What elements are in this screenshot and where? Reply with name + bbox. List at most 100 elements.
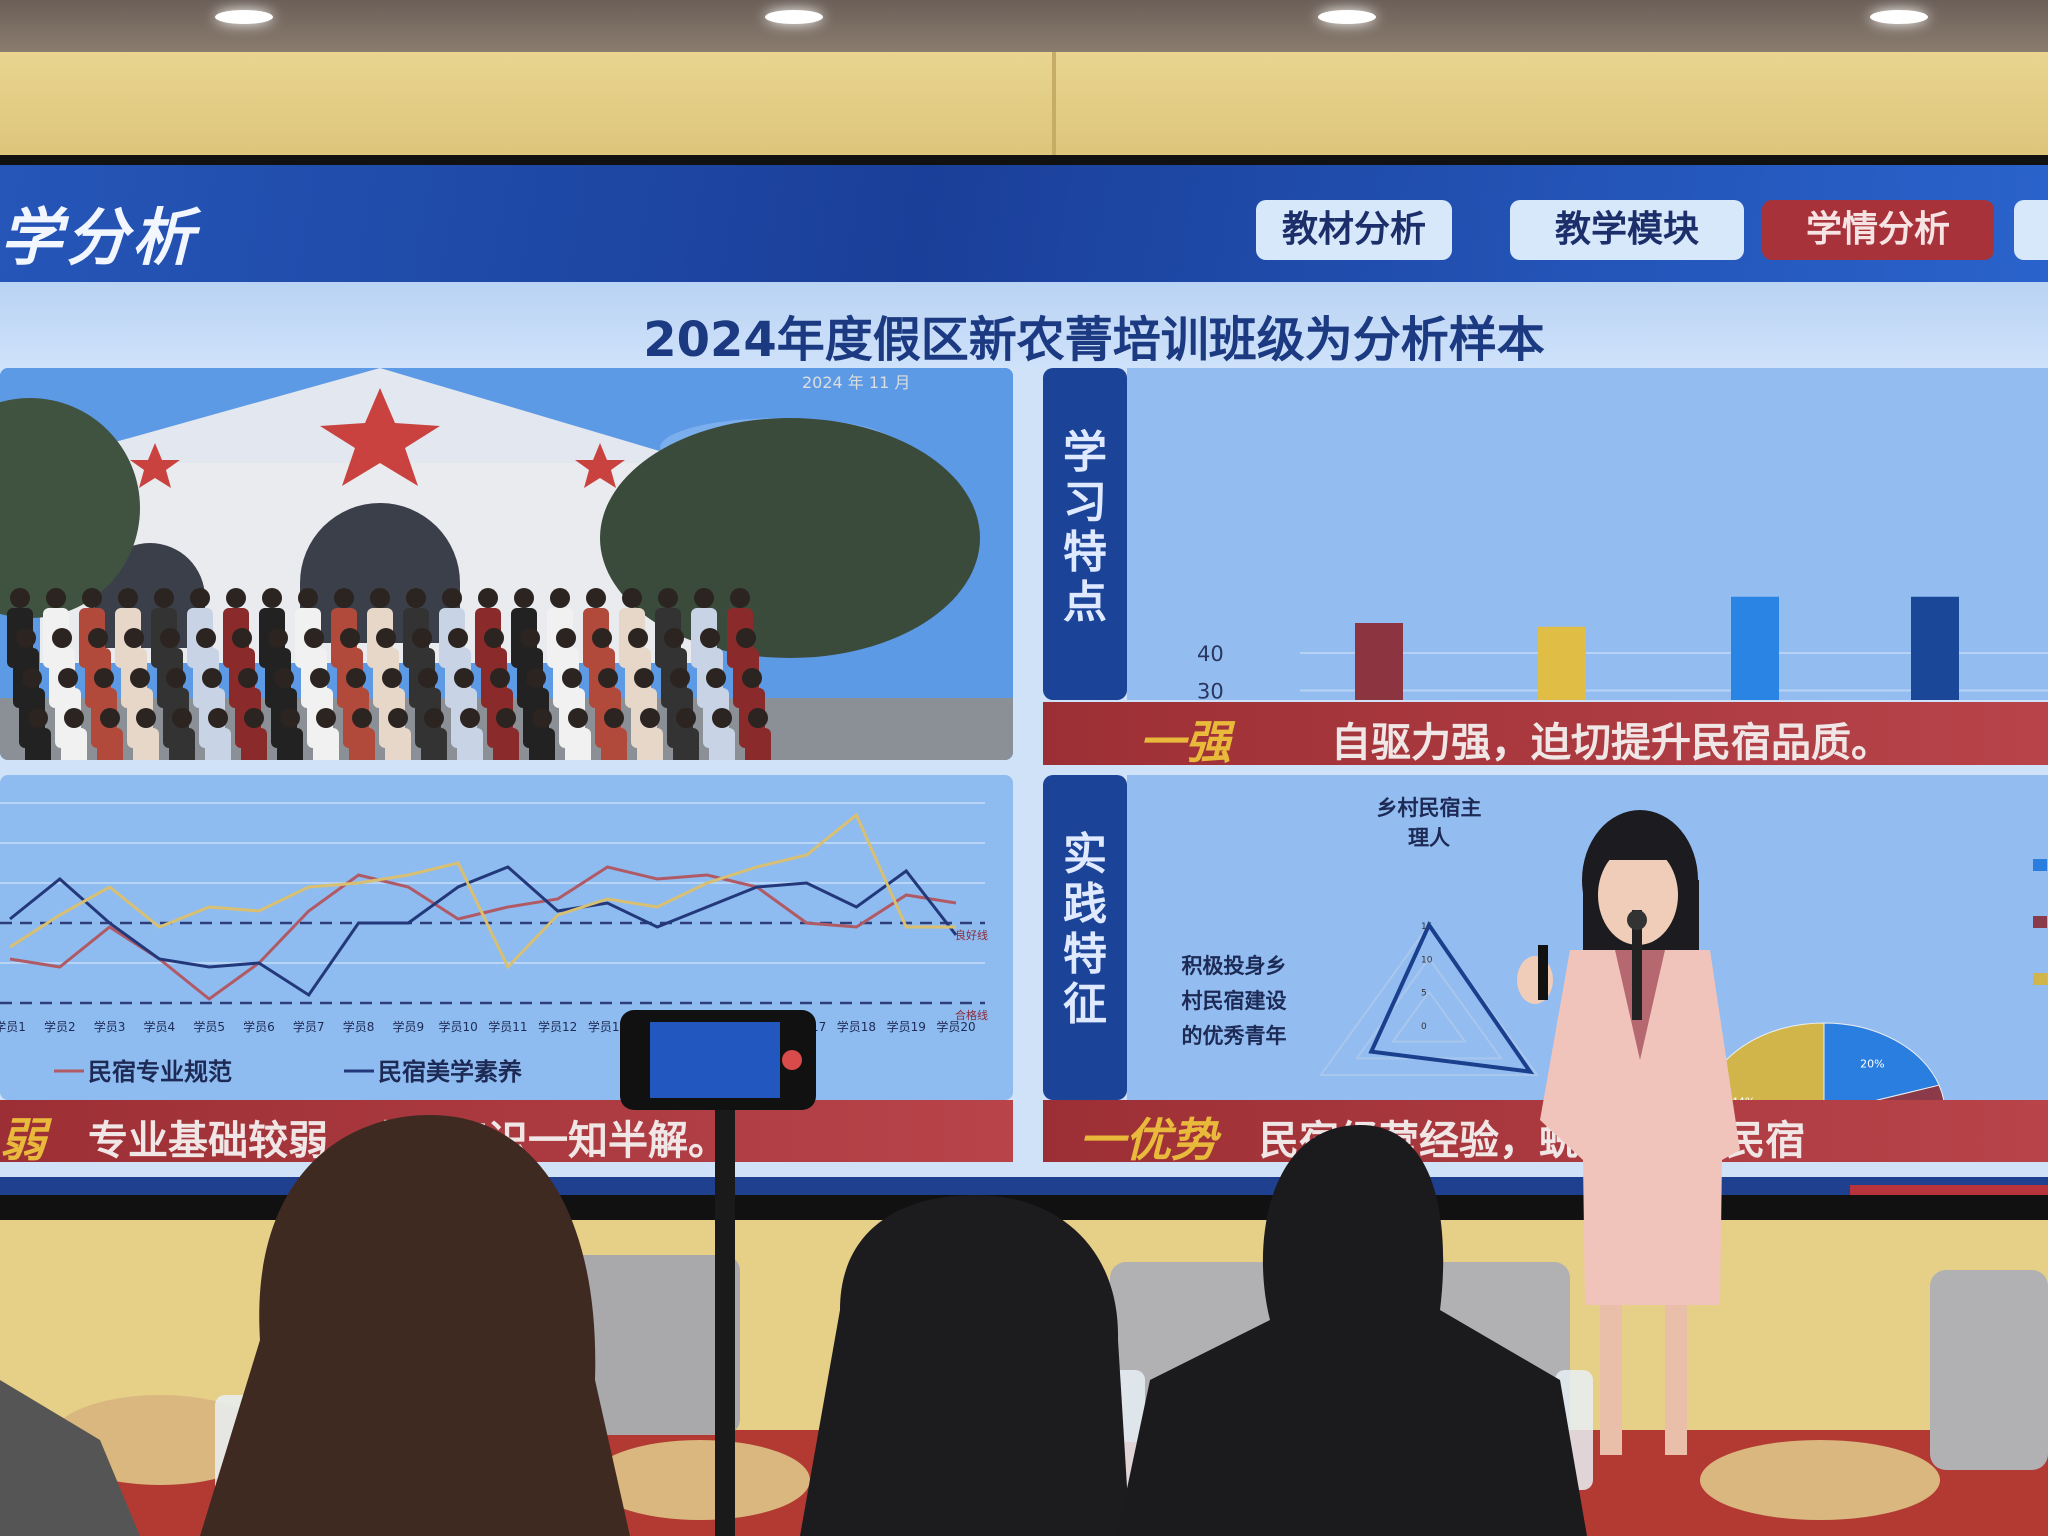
person-in-photo (385, 728, 411, 760)
person-head (460, 708, 480, 728)
pie-slice (1875, 1084, 1945, 1100)
legend-label: 民宿美学素养 (378, 1058, 522, 1086)
person-head (730, 588, 750, 608)
x-tick-label: 学员12 (538, 1019, 577, 1034)
x-tick-label: 学员9 (392, 1019, 424, 1034)
person-in-photo (637, 728, 663, 760)
person-in-photo (277, 728, 303, 760)
legend-swatch (2033, 916, 2047, 928)
person-head (136, 708, 156, 728)
chair-back (1930, 1270, 2048, 1470)
person-head (340, 628, 360, 648)
bar (1355, 623, 1403, 700)
person-in-photo (241, 728, 267, 760)
radar-axis-label-left: 积极投身乡 (1182, 954, 1287, 978)
radar-axis-label-left: 村民宿建设 (1182, 989, 1287, 1013)
radar-axis-label-left: 的优秀青年 (1182, 1024, 1287, 1048)
bar (1538, 626, 1586, 700)
ceiling-light (1870, 10, 1928, 24)
radar-axis-label-top: 乡村民宿主 (1377, 796, 1482, 820)
person-head (376, 628, 396, 648)
crowd (7, 588, 771, 760)
star-icon (320, 388, 440, 486)
radar-grid (1318, 923, 1540, 1076)
person-head (670, 668, 690, 688)
strip-lead: 一强 (1139, 715, 1231, 769)
person-head (454, 668, 474, 688)
person-head (658, 588, 678, 608)
person-head (208, 708, 228, 728)
person-head (10, 588, 30, 608)
person-head (448, 628, 468, 648)
person-head (634, 668, 654, 688)
radar-tick-label: 0 (1421, 1022, 1427, 1032)
person-head (490, 668, 510, 688)
person-head (586, 588, 606, 608)
person-head (514, 588, 534, 608)
label-char: 特 (1063, 527, 1107, 578)
audience-member (1117, 1125, 1587, 1536)
group-photo: 2024 年 11 月 (0, 368, 1013, 760)
learning-label: 学 习 特 点 (1043, 368, 1127, 700)
person-head (622, 588, 642, 608)
person-head (628, 628, 648, 648)
ceiling-light (215, 10, 273, 24)
person-head (310, 668, 330, 688)
person-head (154, 588, 174, 608)
legend-swatch (2033, 973, 2047, 985)
person-head (238, 668, 258, 688)
person-head (712, 708, 732, 728)
ceiling (0, 0, 2048, 52)
microphone (1632, 910, 1642, 1020)
x-tick-label: 学员20 (936, 1019, 975, 1034)
star-icon (130, 443, 180, 488)
bar (1911, 596, 1959, 700)
tree (0, 398, 140, 618)
legend-swatch (2033, 859, 2047, 871)
person-head (130, 668, 150, 688)
series-line (9, 812, 956, 970)
person-head (262, 588, 282, 608)
person-head (742, 668, 762, 688)
person-in-photo (421, 728, 447, 760)
person-in-photo (313, 728, 339, 760)
person-head (172, 708, 192, 728)
person-head (526, 668, 546, 688)
person-in-photo (97, 728, 123, 760)
x-tick-label: 学员3 (94, 1019, 126, 1034)
person-in-photo (673, 728, 699, 760)
x-tick-label: 学员13 (588, 1019, 627, 1034)
chair-seat (1700, 1440, 1940, 1520)
x-tick-label: 学员1 (0, 1019, 26, 1034)
label-char: 特 (1063, 929, 1107, 980)
audience-member (200, 1115, 630, 1536)
person-head (58, 668, 78, 688)
person-head (190, 588, 210, 608)
reference-line-label: 良好线 (955, 928, 988, 942)
person-in-photo (493, 728, 519, 760)
person-head (370, 588, 390, 608)
ceiling-light (1318, 10, 1376, 24)
person-in-photo (25, 728, 51, 760)
person-head (382, 668, 402, 688)
x-tick-label: 学员5 (193, 1019, 225, 1034)
person-in-photo (709, 728, 735, 760)
section-title: 学分析 (0, 201, 199, 274)
legend-label: 民宿专业规范 (88, 1058, 232, 1086)
person-head (226, 588, 246, 608)
person-head (16, 628, 36, 648)
line-chart-panel: 良好线 合格线 学员1 学员2 学员3 学员4 学员5 学员6 学员7 学员8 学员9 学员10 学员1… (0, 775, 1013, 1100)
tab-learner-analysis: 学情分析 (1762, 200, 1994, 260)
x-tick-label: 学员19 (887, 1019, 926, 1034)
audience-member (0, 1380, 140, 1536)
person-head (412, 628, 432, 648)
radar-axis-label-top: 理人 (1408, 826, 1450, 850)
person-head (100, 708, 120, 728)
record-button-icon (782, 1050, 802, 1070)
person-head (694, 588, 714, 608)
person-head (748, 708, 768, 728)
tab-next (2014, 200, 2048, 260)
person-head (664, 628, 684, 648)
person-head (196, 628, 216, 648)
bar-chart-panel: 10203040对民宿经营感兴趣会基础手机操作想学习品牌营销想学习手机A (1127, 368, 2048, 700)
